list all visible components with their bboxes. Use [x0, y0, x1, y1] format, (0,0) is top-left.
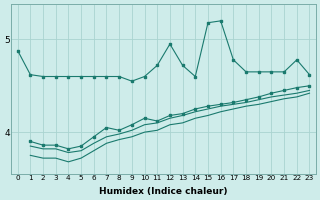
X-axis label: Humidex (Indice chaleur): Humidex (Indice chaleur) [99, 187, 228, 196]
